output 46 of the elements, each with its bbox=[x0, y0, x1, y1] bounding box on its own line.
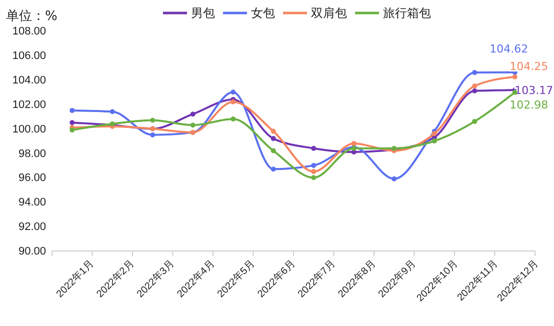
point bbox=[311, 175, 316, 180]
point bbox=[311, 162, 316, 168]
point bbox=[432, 131, 437, 136]
point bbox=[512, 74, 518, 80]
y-tick-label: 100.00 bbox=[12, 123, 46, 136]
point bbox=[270, 148, 276, 154]
point bbox=[351, 140, 356, 146]
legend-label: 旅行箱包 bbox=[383, 6, 431, 20]
point bbox=[70, 128, 75, 132]
point bbox=[472, 118, 478, 124]
point bbox=[270, 166, 276, 172]
point bbox=[230, 116, 236, 122]
point bbox=[190, 122, 196, 128]
y-tick-label: 98.00 bbox=[18, 148, 46, 160]
point bbox=[70, 108, 75, 113]
y-tick-label: 94.00 bbox=[18, 196, 46, 209]
y-axis-title: 单位：% bbox=[6, 9, 58, 24]
point bbox=[472, 88, 478, 94]
point bbox=[270, 128, 276, 134]
point bbox=[70, 120, 75, 126]
point bbox=[230, 99, 236, 104]
point bbox=[150, 118, 156, 123]
point bbox=[230, 90, 236, 95]
data-label: 104.25 bbox=[510, 60, 548, 73]
data-label: 102.98 bbox=[510, 98, 548, 112]
point bbox=[150, 132, 156, 138]
y-tick-label: 102.00 bbox=[12, 98, 46, 111]
y-tick-label: 108.00 bbox=[12, 26, 46, 38]
legend-label: 男包 bbox=[191, 6, 215, 20]
y-tick-label: 90.00 bbox=[18, 246, 46, 258]
point bbox=[110, 109, 115, 114]
point bbox=[311, 169, 316, 174]
data-label: 104.62 bbox=[490, 42, 528, 56]
point bbox=[432, 138, 437, 144]
y-tick-label: 106.00 bbox=[12, 50, 46, 62]
point bbox=[270, 136, 276, 142]
y-tick-label: 104.00 bbox=[12, 74, 46, 86]
legend-label: 女包 bbox=[251, 6, 275, 20]
point bbox=[472, 84, 478, 88]
y-tick-label: 92.00 bbox=[18, 221, 46, 234]
point bbox=[190, 112, 196, 117]
point bbox=[392, 176, 397, 182]
point bbox=[472, 70, 478, 76]
y-tick-label: 96.00 bbox=[18, 172, 46, 184]
legend-label: 双肩包 bbox=[311, 6, 347, 20]
point bbox=[311, 146, 316, 151]
